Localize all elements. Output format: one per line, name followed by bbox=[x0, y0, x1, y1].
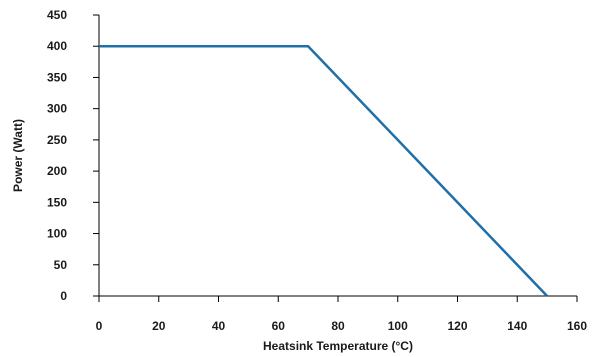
y-tick-label: 150 bbox=[47, 195, 67, 209]
x-axis-title: Heatsink Temperature (°C) bbox=[263, 339, 413, 353]
y-axis-ticks: 0 50 100 150 200 250 300 350 400 450 bbox=[47, 8, 99, 303]
y-tick-label: 100 bbox=[47, 227, 67, 241]
x-tick-label: 0 bbox=[96, 319, 103, 333]
y-tick-label: 400 bbox=[47, 39, 67, 53]
x-tick-label: 60 bbox=[272, 319, 286, 333]
x-tick-label: 80 bbox=[331, 319, 345, 333]
x-tick-label: 40 bbox=[212, 319, 226, 333]
y-tick-label: 250 bbox=[47, 133, 67, 147]
x-tick-label: 100 bbox=[388, 319, 408, 333]
x-tick-label: 160 bbox=[567, 319, 587, 333]
y-tick-label: 200 bbox=[47, 164, 67, 178]
y-tick-label: 0 bbox=[60, 289, 67, 303]
x-tick-label: 140 bbox=[507, 319, 527, 333]
y-axis-title: Power (Watt) bbox=[11, 119, 25, 192]
x-tick-label: 20 bbox=[152, 319, 166, 333]
x-axis-ticks: 0 20 40 60 80 100 120 140 160 bbox=[96, 296, 587, 333]
series-line-1 bbox=[99, 44, 549, 297]
y-tick-label: 350 bbox=[47, 70, 67, 84]
y-tick-label: 50 bbox=[54, 258, 68, 272]
series-layer bbox=[99, 44, 549, 297]
y-tick-label: 300 bbox=[47, 102, 67, 116]
x-tick-label: 120 bbox=[447, 319, 467, 333]
y-tick-label: 450 bbox=[47, 8, 67, 22]
